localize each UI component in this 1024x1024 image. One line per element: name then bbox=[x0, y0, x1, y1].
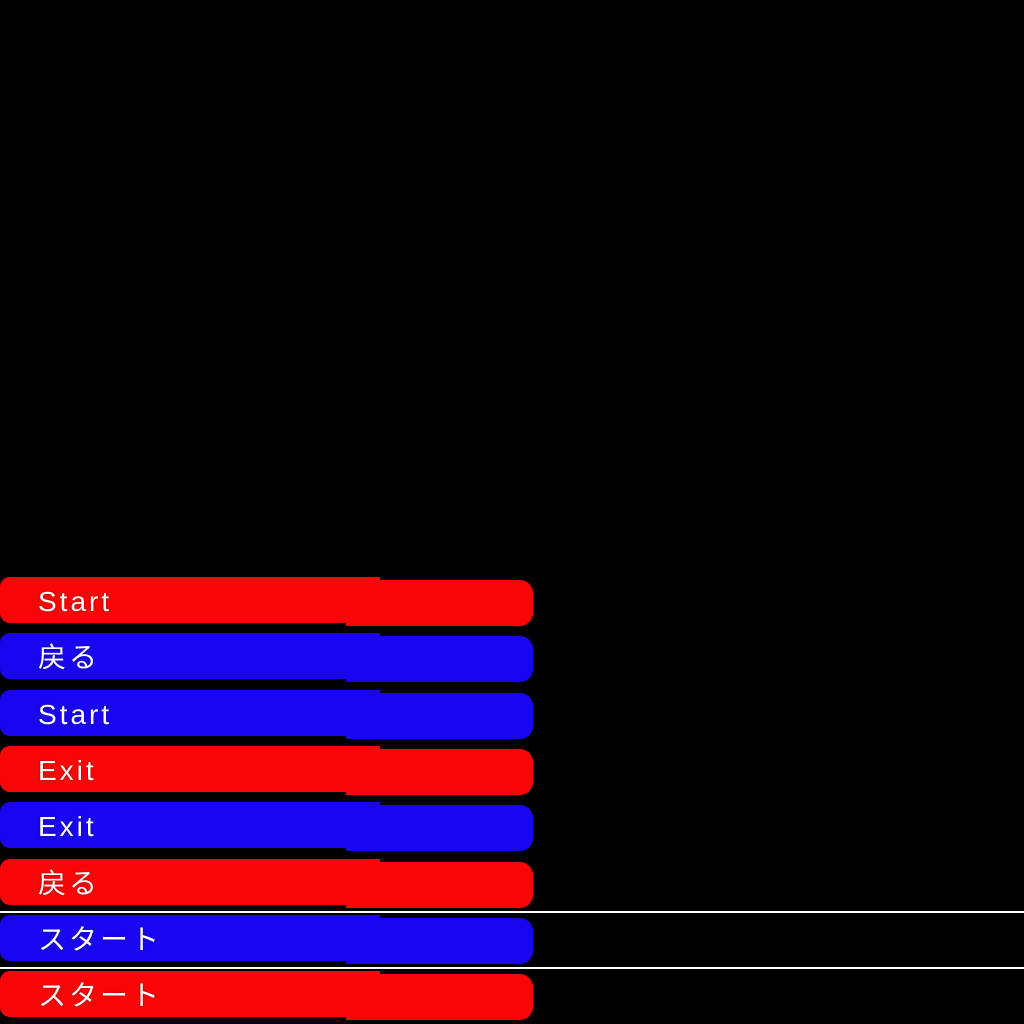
button-shape-right-segment bbox=[346, 749, 533, 795]
button-shape-left-segment bbox=[0, 971, 380, 1017]
button-label: スタート bbox=[38, 924, 163, 955]
menu-button-back-japanese-blue[interactable]: 戻る bbox=[0, 633, 533, 682]
button-shape-right-segment bbox=[346, 636, 533, 682]
button-shape-left-segment bbox=[0, 746, 380, 792]
menu-button-exit-blue[interactable]: Exit bbox=[0, 802, 533, 851]
button-label: Start bbox=[38, 586, 113, 617]
button-label: 戻る bbox=[38, 868, 101, 899]
button-label: Exit bbox=[38, 811, 97, 842]
button-shape-right-segment bbox=[346, 693, 533, 739]
menu-button-start-katakana-red[interactable]: スタート bbox=[0, 971, 533, 1020]
horizontal-divider-line-2 bbox=[0, 967, 1024, 969]
menu-button-back-japanese-red[interactable]: 戻る bbox=[0, 859, 533, 908]
button-shape-left-segment bbox=[0, 859, 380, 905]
menu-button-start-english-red[interactable]: Start bbox=[0, 577, 533, 626]
button-shape-left-segment bbox=[0, 633, 380, 679]
button-shape-right-segment bbox=[346, 862, 533, 908]
menu-button-start-english-blue[interactable]: Start bbox=[0, 690, 533, 739]
menu-button-exit-red[interactable]: Exit bbox=[0, 746, 533, 795]
button-label: スタート bbox=[38, 980, 163, 1011]
button-shape-left-segment bbox=[0, 690, 380, 736]
button-shape-right-segment bbox=[346, 805, 533, 851]
button-shape-right-segment bbox=[346, 974, 533, 1020]
button-label: 戻る bbox=[38, 642, 101, 673]
horizontal-divider-line-1 bbox=[0, 911, 1024, 913]
button-label: Start bbox=[38, 699, 113, 730]
button-label: Exit bbox=[38, 755, 97, 786]
button-shape-left-segment bbox=[0, 577, 380, 623]
button-shape-left-segment bbox=[0, 915, 380, 961]
button-shape-right-segment bbox=[346, 580, 533, 626]
menu-button-start-katakana-blue[interactable]: スタート bbox=[0, 915, 533, 964]
button-shape-right-segment bbox=[346, 918, 533, 964]
button-shape-left-segment bbox=[0, 802, 380, 848]
